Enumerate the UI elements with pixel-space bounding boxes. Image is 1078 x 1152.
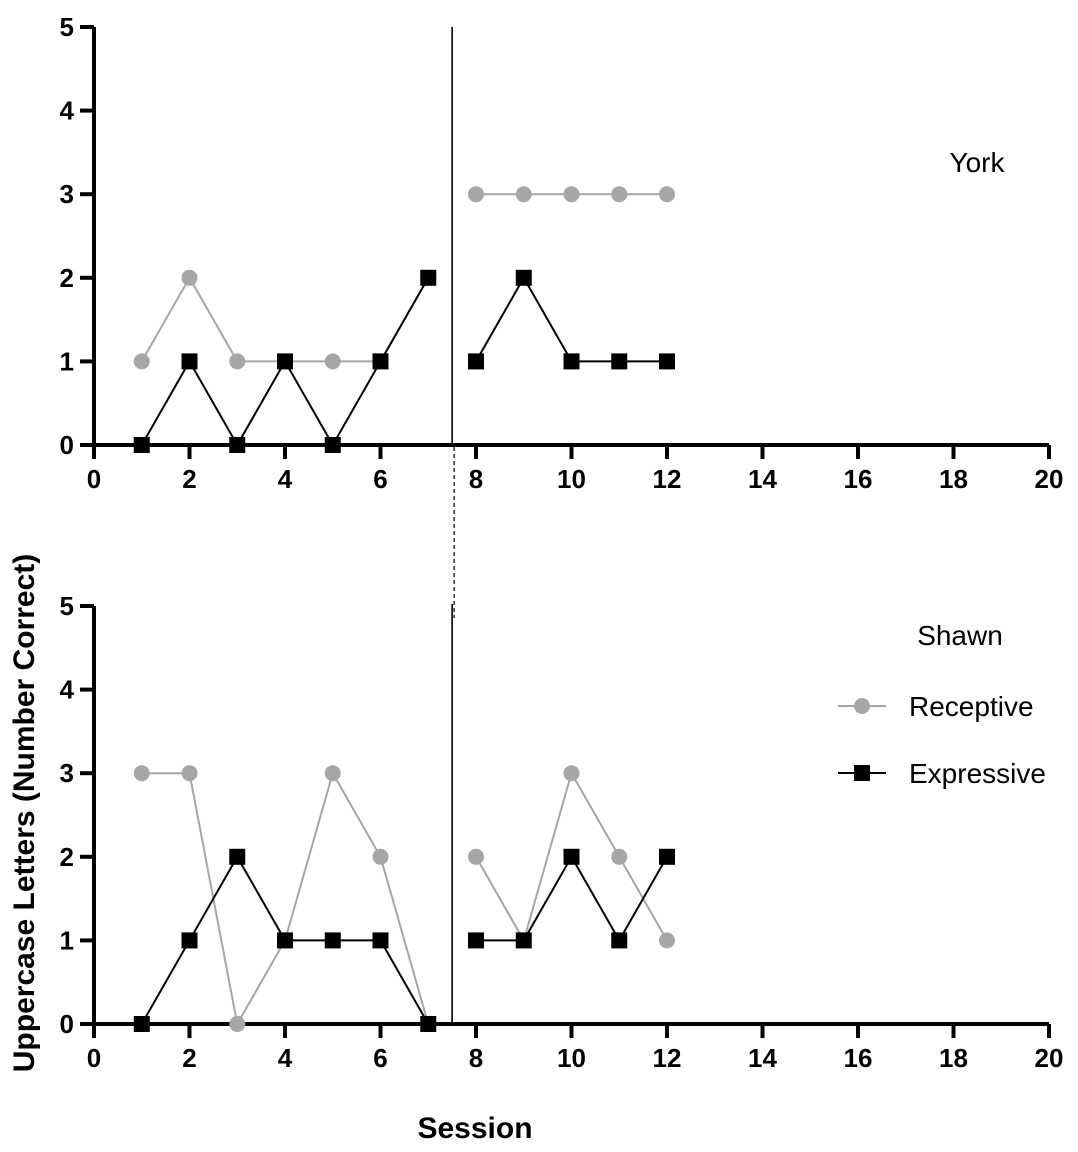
series-line-expressive bbox=[476, 854, 668, 943]
x-tick-label: 0 bbox=[87, 1043, 101, 1073]
y-tick-label: 1 bbox=[60, 925, 74, 955]
y-tick-label: 2 bbox=[60, 263, 74, 293]
point-receptive bbox=[372, 848, 389, 865]
panel-label: Shawn bbox=[917, 620, 1003, 651]
x-tick-label: 10 bbox=[557, 464, 586, 494]
point-expressive bbox=[420, 269, 437, 286]
point-receptive bbox=[563, 186, 580, 203]
point-expressive bbox=[563, 353, 580, 370]
x-tick-label: 18 bbox=[939, 464, 968, 494]
point-receptive bbox=[468, 186, 484, 203]
y-tick-label: 4 bbox=[60, 675, 75, 705]
point-expressive bbox=[229, 848, 246, 865]
point-receptive bbox=[611, 848, 628, 865]
x-tick-label: 16 bbox=[844, 464, 873, 494]
point-expressive bbox=[372, 932, 389, 949]
x-tick-label: 12 bbox=[653, 1043, 682, 1073]
series-line-receptive bbox=[141, 770, 430, 1027]
x-tick-label: 2 bbox=[182, 1043, 196, 1073]
point-expressive bbox=[277, 932, 293, 949]
point-expressive bbox=[515, 932, 532, 949]
point-expressive bbox=[420, 1016, 437, 1032]
phase-change-line bbox=[451, 27, 455, 1024]
y-tick-label: 0 bbox=[60, 1009, 74, 1039]
point-expressive bbox=[324, 437, 341, 453]
x-tick-label: 4 bbox=[278, 464, 293, 494]
series-line-receptive bbox=[140, 275, 430, 363]
point-expressive bbox=[372, 353, 389, 370]
y-tick-label: 3 bbox=[60, 179, 74, 209]
point-expressive bbox=[181, 932, 198, 949]
point-expressive bbox=[277, 353, 293, 370]
x-tick-label: 2 bbox=[182, 464, 196, 494]
x-tick-label: 20 bbox=[1035, 464, 1064, 494]
point-receptive bbox=[133, 765, 150, 782]
point-receptive bbox=[611, 186, 628, 203]
point-expressive bbox=[133, 1016, 150, 1032]
y-tick-label: 5 bbox=[60, 591, 74, 621]
point-receptive bbox=[181, 765, 198, 782]
point-receptive bbox=[468, 848, 484, 865]
y-tick-label: 0 bbox=[60, 430, 74, 460]
legend-marker-expressive bbox=[854, 765, 870, 781]
point-expressive bbox=[468, 353, 484, 370]
point-expressive bbox=[515, 269, 532, 286]
point-receptive bbox=[515, 186, 532, 203]
x-tick-label: 8 bbox=[469, 464, 483, 494]
series-line-expressive bbox=[475, 275, 667, 363]
x-tick-label: 8 bbox=[469, 1043, 483, 1073]
point-expressive bbox=[611, 932, 628, 949]
point-receptive bbox=[324, 353, 341, 370]
legend-marker-receptive bbox=[854, 698, 870, 714]
y-tick-label: 3 bbox=[60, 758, 74, 788]
point-receptive bbox=[133, 353, 150, 370]
x-tick-label: 4 bbox=[278, 1043, 293, 1073]
point-expressive bbox=[229, 437, 246, 453]
point-expressive bbox=[468, 932, 484, 949]
legend-label: Expressive bbox=[909, 758, 1046, 789]
x-tick-label: 0 bbox=[87, 464, 101, 494]
point-expressive bbox=[659, 353, 675, 370]
point-expressive bbox=[563, 848, 580, 865]
legend: Receptive Expressive bbox=[838, 691, 1046, 789]
point-expressive bbox=[659, 848, 675, 865]
panel-label: York bbox=[949, 147, 1005, 178]
point-expressive bbox=[611, 353, 628, 370]
x-tick-label: 10 bbox=[557, 1043, 586, 1073]
y-axis-title: Uppercase Letters (Number Correct) bbox=[8, 554, 41, 1072]
point-expressive bbox=[181, 353, 198, 370]
y-tick-label: 4 bbox=[60, 96, 75, 126]
x-tick-label: 6 bbox=[373, 1043, 387, 1073]
x-axis-title: Session bbox=[417, 1112, 532, 1145]
y-tick-label: 2 bbox=[60, 842, 74, 872]
x-tick-label: 14 bbox=[748, 464, 777, 494]
x-tick-label: 14 bbox=[748, 1043, 777, 1073]
y-tick-label: 5 bbox=[60, 12, 74, 42]
x-tick-label: 18 bbox=[939, 1043, 968, 1073]
y-tick-label: 1 bbox=[60, 346, 74, 376]
point-receptive bbox=[229, 1016, 246, 1032]
point-expressive bbox=[133, 437, 150, 453]
point-receptive bbox=[659, 186, 675, 203]
point-receptive bbox=[324, 765, 341, 782]
x-tick-label: 12 bbox=[653, 464, 682, 494]
point-receptive bbox=[563, 765, 580, 782]
x-tick-label: 20 bbox=[1035, 1043, 1064, 1073]
legend-label: Receptive bbox=[909, 691, 1034, 722]
point-receptive bbox=[229, 353, 246, 370]
x-tick-label: 6 bbox=[373, 464, 387, 494]
point-receptive bbox=[181, 269, 198, 286]
x-tick-label: 16 bbox=[844, 1043, 873, 1073]
point-receptive bbox=[659, 932, 675, 949]
point-expressive bbox=[324, 932, 341, 949]
